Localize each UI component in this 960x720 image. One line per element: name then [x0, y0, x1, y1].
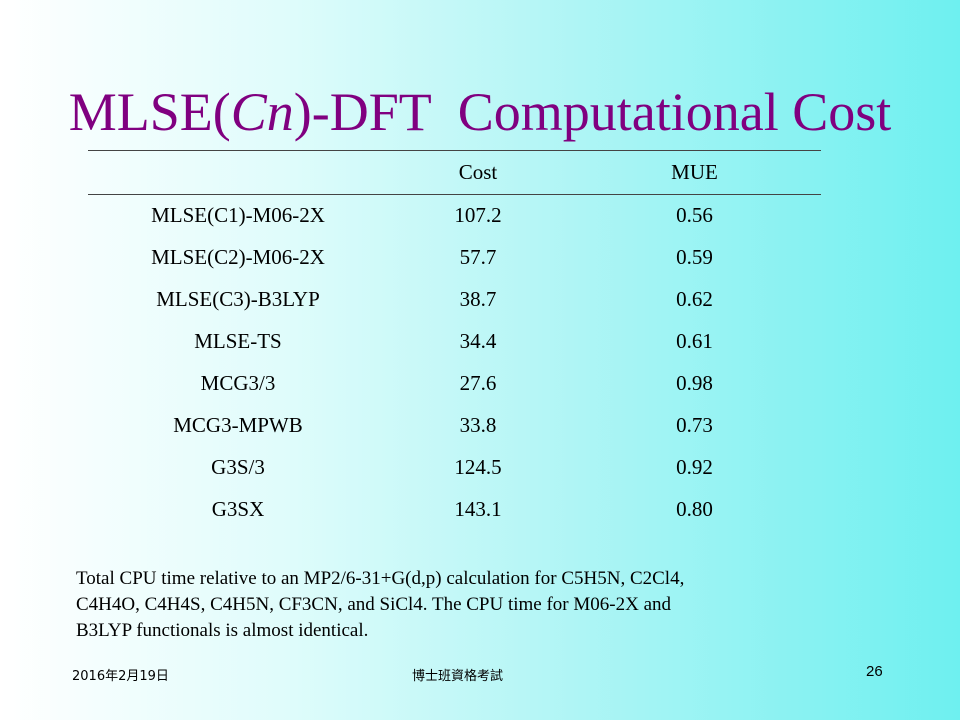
- cost-cell: 34.4: [459, 329, 497, 353]
- footer-center-text: 博士班資格考試: [412, 669, 504, 684]
- method-cell: MCG3-MPWB: [173, 413, 303, 437]
- table-row: MCG3/3 27.6 0.98: [88, 363, 821, 405]
- cost-cell: 27.6: [459, 371, 497, 395]
- table-row: MLSE(C3)-B3LYP 38.7 0.62: [88, 279, 821, 321]
- mue-cell: 0.98: [676, 371, 713, 395]
- cost-cell: 57.7: [459, 245, 497, 269]
- mue-cell: 0.80: [676, 497, 713, 521]
- method-cell: MLSE-TS: [194, 329, 282, 353]
- title-suffix: )-DFT Computational Cost: [293, 82, 892, 142]
- footer-date: 2016年2月19日: [72, 669, 169, 684]
- header-method: [88, 150, 388, 195]
- footnote-line: C4H4O, C4H4S, C4H5N, CF3CN, and SiCl4. T…: [76, 594, 672, 615]
- method-cell: MLSE(C1)-M06-2X: [151, 203, 325, 228]
- cost-cell: 124.5: [454, 455, 502, 479]
- cost-table: Cost MUE MLSE(C1)-M06-2X 107.2 0.56 MLSE…: [88, 150, 821, 531]
- mue-cell: 0.59: [676, 245, 713, 269]
- mue-cell: 0.62: [676, 287, 713, 311]
- page-number: 26: [866, 663, 883, 680]
- method-cell: G3S/3: [211, 455, 265, 479]
- table-row: MLSE(C2)-M06-2X 57.7 0.59: [88, 237, 821, 279]
- header-mue: MUE: [568, 150, 821, 195]
- slide-title: MLSE(Cn)-DFT Computational Cost: [0, 80, 960, 144]
- method-cell: MLSE(C3)-B3LYP: [156, 287, 320, 311]
- table-footnote: Total CPU time relative to an MP2/6-31+G…: [76, 566, 876, 644]
- title-italic: Cn: [230, 82, 294, 142]
- mue-cell: 0.92: [676, 455, 713, 479]
- method-cell: MLSE(C2)-M06-2X: [151, 245, 325, 269]
- mue-cell: 0.56: [676, 203, 713, 228]
- method-cell: MCG3/3: [200, 371, 276, 395]
- cost-cell: 38.7: [459, 287, 497, 311]
- table-header-row: Cost MUE: [88, 150, 821, 195]
- footnote-line: B3LYP functionals is almost identical.: [76, 620, 369, 641]
- mue-cell: 0.73: [676, 413, 713, 437]
- table-row: MLSE(C1)-M06-2X 107.2 0.56: [88, 195, 821, 237]
- cost-cell: 143.1: [454, 497, 502, 521]
- title-prefix: MLSE(: [68, 82, 231, 142]
- table-row: MLSE-TS 34.4 0.61: [88, 321, 821, 363]
- cost-cell: 107.2: [454, 203, 502, 228]
- table-row: MCG3-MPWB 33.8 0.73: [88, 405, 821, 447]
- mue-cell: 0.61: [676, 329, 713, 353]
- table-row: G3S/3 124.5 0.92: [88, 447, 821, 489]
- footnote-line: Total CPU time relative to an MP2/6-31+G…: [76, 568, 685, 589]
- cost-cell: 33.8: [459, 413, 497, 437]
- method-cell: G3SX: [211, 497, 265, 521]
- table-row: G3SX 143.1 0.80: [88, 489, 821, 531]
- header-cost: Cost: [388, 150, 568, 195]
